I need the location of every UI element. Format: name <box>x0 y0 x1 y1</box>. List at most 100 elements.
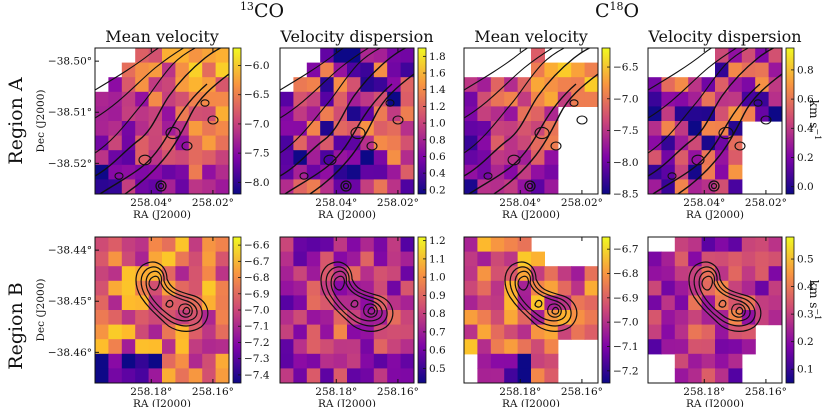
heatmap-cell <box>584 91 598 107</box>
colorbar-tick-label: −8.0 <box>613 157 639 169</box>
heatmap-cell <box>544 164 559 180</box>
heatmap-cell <box>701 324 716 340</box>
heatmap-cell <box>490 339 505 355</box>
contour-line <box>464 48 591 177</box>
heatmap-cell <box>215 179 229 194</box>
heatmap-cell <box>648 324 662 340</box>
heatmap-cell <box>135 339 150 355</box>
colorbar-tick-label: 0.5 <box>797 254 814 266</box>
colorbar-tick-label: −7.2 <box>244 337 270 349</box>
heatmap-cell <box>477 368 492 383</box>
heatmap-cell <box>557 280 572 296</box>
heatmap-cell <box>202 280 217 296</box>
heatmap-cell <box>108 135 123 151</box>
x-tick-label: 258.16° <box>561 386 603 398</box>
heatmap-cell <box>121 62 136 78</box>
contours <box>280 48 414 194</box>
contour-loop <box>165 126 181 140</box>
heatmap-cell <box>755 266 770 282</box>
heatmap-cell <box>728 91 743 107</box>
heatmap-cell <box>188 368 203 383</box>
heatmap-cell <box>400 135 414 151</box>
heatmap-cell <box>215 295 229 311</box>
heatmap-cell <box>320 237 335 253</box>
heatmap-cell <box>162 295 176 311</box>
colorbar-tick-label: 0.1 <box>797 364 814 376</box>
colorbar-tick-label: 0.3 <box>797 309 814 321</box>
heatmap-cell <box>175 339 190 355</box>
heatmap-cell <box>715 310 729 326</box>
heatmap-cell <box>741 251 756 267</box>
heatmap-cell <box>347 164 361 180</box>
heatmap-cell <box>477 164 492 180</box>
heatmap-cell <box>306 62 321 78</box>
contour-line <box>178 303 193 318</box>
heatmap-cell <box>95 295 109 311</box>
heatmap-cell <box>162 62 176 78</box>
heatmap-cell <box>477 135 492 151</box>
heatmap-cell <box>347 368 361 383</box>
heatmap-cell <box>360 353 375 369</box>
heatmap-cell <box>504 150 519 166</box>
contour-loop <box>483 172 493 180</box>
colorbar <box>785 47 795 195</box>
heatmap-cell <box>584 62 598 78</box>
heatmap-cell <box>544 324 559 340</box>
heatmap-cell <box>464 237 478 253</box>
heatmap-cell <box>531 77 545 93</box>
heatmap-cell <box>517 237 532 253</box>
heatmap-cell <box>768 62 782 78</box>
heatmap-cell <box>202 164 217 180</box>
heatmap-cell <box>490 150 505 166</box>
heatmap-cell <box>333 164 348 180</box>
heatmap-cell <box>741 77 756 93</box>
heatmap-cell <box>715 91 729 107</box>
heatmap-cell <box>544 135 559 151</box>
heatmap-cell <box>373 280 388 296</box>
y-tick-label: −38.52° <box>48 158 92 170</box>
heatmap-cell <box>148 353 163 369</box>
heatmap-cell <box>108 237 123 253</box>
heatmap-cell <box>728 179 743 194</box>
heatmap-cell <box>175 324 190 340</box>
contour-line <box>140 266 203 327</box>
colorbar-tick-label: 1.6 <box>429 68 446 80</box>
heatmap-cell <box>162 91 176 107</box>
heatmap-cell <box>544 280 559 296</box>
heatmap-cell <box>504 237 519 253</box>
heatmap-cell <box>306 280 321 296</box>
heatmap-cell <box>148 106 163 122</box>
contour-line <box>280 48 370 119</box>
heatmap-cell <box>661 280 676 296</box>
heatmap-cell <box>768 280 782 296</box>
contour-line <box>280 48 345 91</box>
contour-line <box>148 275 160 291</box>
heatmap-cell <box>490 280 505 296</box>
heatmap-cell <box>215 62 229 78</box>
contour-loop <box>366 141 378 151</box>
heatmap-cell <box>464 135 478 151</box>
heatmap-cell <box>715 339 729 355</box>
heatmap-cell <box>188 353 203 369</box>
heatmap-cell <box>504 310 519 326</box>
heatmap-cell <box>215 353 229 369</box>
heatmap-cell <box>293 310 308 326</box>
colorbar-tick-label: 0.4 <box>429 168 446 180</box>
heatmap-cell <box>360 150 375 166</box>
heatmap-cell <box>108 77 123 93</box>
heatmap-cell <box>387 179 402 194</box>
heatmap-cell <box>517 106 532 122</box>
heatmap-cell <box>477 324 492 340</box>
x-axis-label: RA (J2000) <box>502 398 560 407</box>
contour-line <box>165 299 174 308</box>
heatmap-cell <box>768 295 782 311</box>
heatmap-cell <box>674 339 689 355</box>
heatmap-cell <box>95 280 109 296</box>
contour-line <box>718 299 727 308</box>
heatmap-cell <box>557 62 572 78</box>
heatmap-cell <box>293 368 308 383</box>
heatmap-cell <box>175 164 190 180</box>
heatmap-cell <box>674 150 689 166</box>
heatmap-cell <box>490 353 505 369</box>
heatmap-cell <box>661 121 676 137</box>
